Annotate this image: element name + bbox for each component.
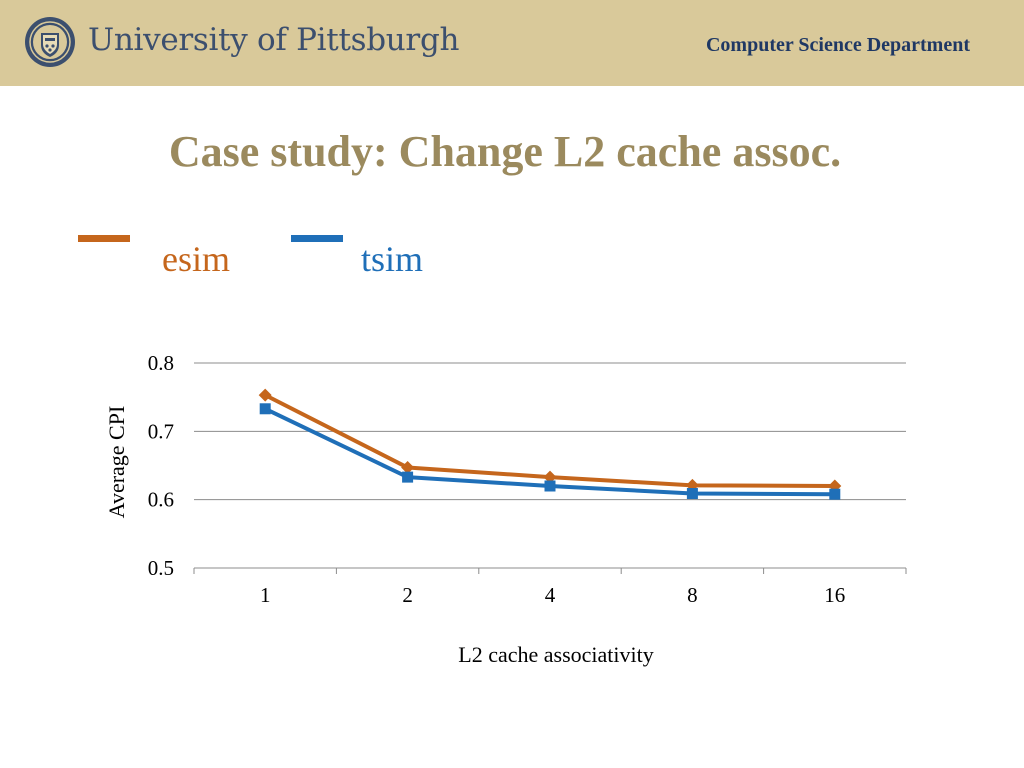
y-tick-label: 0.6 [148,488,174,512]
axis-labels: 0.5 0.6 0.7 0.8 1 2 4 8 16 [148,351,846,607]
data-point-esim [401,461,415,475]
y-tick-label: 0.5 [148,556,174,580]
data-point-tsim [829,488,841,500]
university-seal-icon [25,17,75,67]
y-tick-label: 0.8 [148,351,174,375]
y-axis-title: Average CPI [104,406,129,519]
data-point-esim [258,388,272,402]
axes [193,567,907,574]
x-tick-label: 16 [824,583,845,607]
header-bar: University of Pittsburgh Computer Scienc… [0,0,1024,86]
legend-label-tsim: tsim [361,239,424,279]
legend-swatch-esim [78,235,130,242]
x-tick-label: 4 [545,583,556,607]
slide-title: Case study: Change L2 cache assoc. [168,127,842,176]
data-point-tsim [259,403,271,415]
legend-swatch-tsim [291,235,343,242]
data-point-tsim [544,480,556,492]
department-name: Computer Science Department [705,34,970,56]
series-lines [258,388,842,500]
x-tick-label: 2 [402,583,413,607]
x-axis-title: L2 cache associativity [458,642,653,667]
data-point-tsim [402,471,414,483]
data-point-tsim [686,488,698,500]
x-tick-label: 8 [687,583,698,607]
legend-label-esim: esim [162,239,230,279]
y-tick-label: 0.7 [148,419,174,443]
data-point-esim [543,470,557,484]
x-tick-label: 1 [260,583,271,607]
university-name: University of Pittsburgh [88,22,460,58]
